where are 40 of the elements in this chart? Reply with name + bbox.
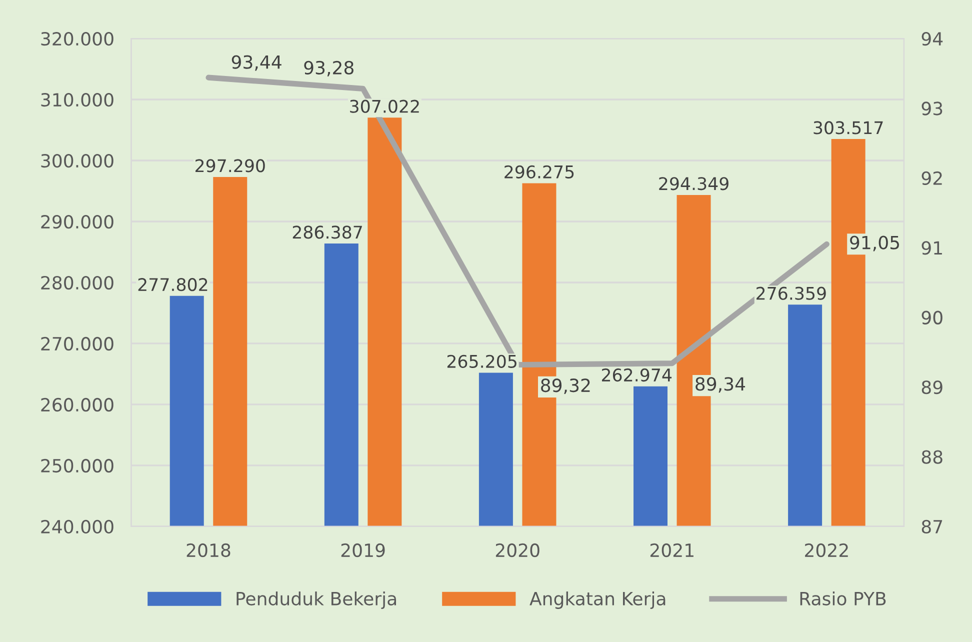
x-tick-label: 2021 xyxy=(650,543,694,558)
x-tick-label: 2020 xyxy=(496,543,540,558)
data-label: 91,05 xyxy=(850,236,900,252)
data-label: 286.387 xyxy=(292,226,362,239)
data-label: 297.290 xyxy=(196,159,265,172)
data-label: 265.205 xyxy=(447,354,516,368)
data-label: 262.974 xyxy=(602,368,672,382)
y2-tick-label: 92 xyxy=(922,171,942,186)
y2-tick-label: 87 xyxy=(922,520,942,534)
data-label: 294.349 xyxy=(659,177,728,190)
x-tick-label: 2022 xyxy=(805,543,848,558)
y-tick-label: 270.000 xyxy=(41,336,114,351)
data-label: 303.517 xyxy=(814,121,883,134)
y-tick-label: 290.000 xyxy=(41,214,114,229)
data-label: 93,28 xyxy=(304,60,354,76)
y-tick-label: 280.000 xyxy=(41,276,114,290)
y2-tick-label: 91 xyxy=(922,241,942,255)
y-tick-label: 240.000 xyxy=(41,520,114,534)
y2-tick-label: 89 xyxy=(922,380,942,394)
x-tick-label: 2018 xyxy=(186,543,230,558)
legend-label: Rasio PYB xyxy=(800,591,886,606)
data-label: 276.359 xyxy=(756,286,826,300)
y2-tick-label: 94 xyxy=(922,32,943,46)
data-label: 307.022 xyxy=(350,100,419,113)
y2-tick-label: 90 xyxy=(922,310,942,324)
y-tick-label: 320.000 xyxy=(41,32,114,46)
y2-tick-label: 88 xyxy=(922,450,942,464)
y-tick-label: 300.000 xyxy=(41,154,114,168)
data-label: 296.275 xyxy=(504,165,574,178)
legend-label: Angkatan Kerja xyxy=(530,591,666,609)
data-label: 89,34 xyxy=(696,377,746,393)
data-label: 89,32 xyxy=(541,378,590,394)
data-label: 277.802 xyxy=(138,278,208,292)
y-tick-label: 260.000 xyxy=(41,398,114,412)
y2-tick-label: 93 xyxy=(922,102,942,116)
data-label: 93,44 xyxy=(232,55,282,71)
y-tick-label: 250.000 xyxy=(41,458,114,473)
x-tick-label: 2019 xyxy=(341,543,385,558)
y-tick-label: 310.000 xyxy=(41,92,114,107)
legend-label: Penduduk Bekerja xyxy=(236,591,396,609)
